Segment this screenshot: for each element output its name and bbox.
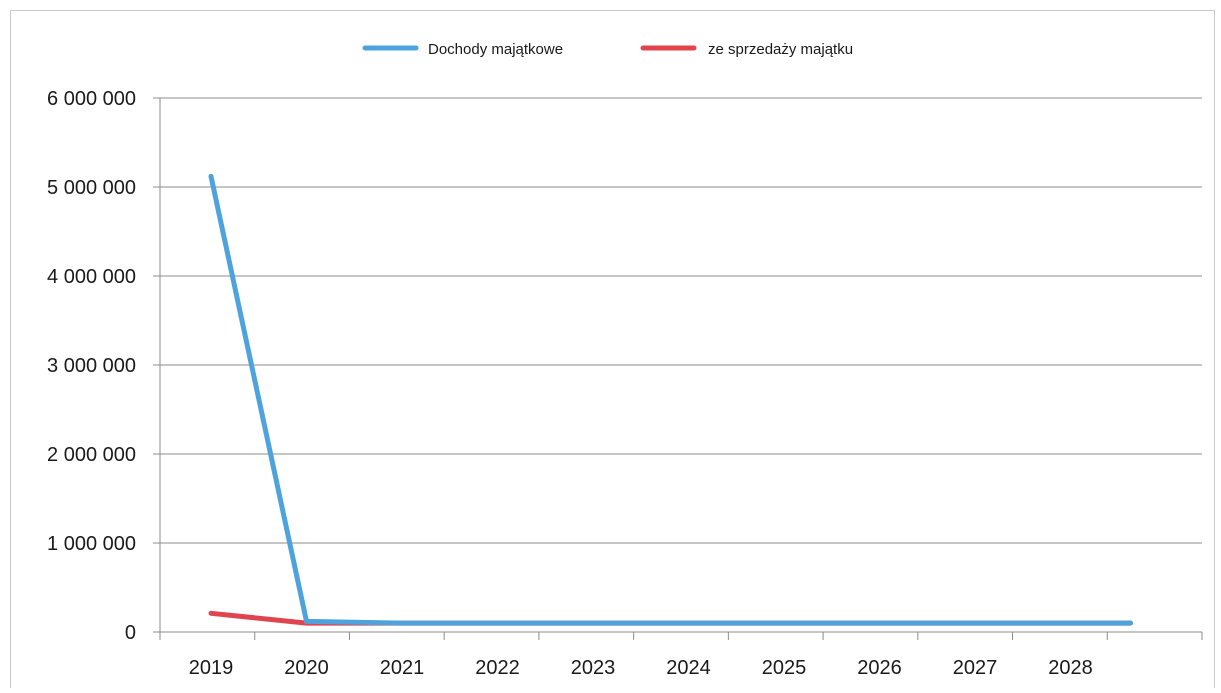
x-tick-label: 2021 <box>380 657 425 679</box>
legend-label-sprzedaz: ze sprzedaży majątku <box>708 41 853 58</box>
x-tick-label: 2020 <box>284 657 329 679</box>
y-tick-label: 4 000 000 <box>47 266 136 288</box>
series-line-0 <box>208 173 1133 626</box>
x-tick-label: 2024 <box>666 657 711 679</box>
x-tick-label: 2025 <box>762 657 807 679</box>
x-axis-ticks: 2019 2020 2021 2022 2023 2024 2025 2026 2027 2028 <box>159 632 1203 679</box>
chart-frame <box>10 10 1215 688</box>
y-tick-label: 0 <box>125 622 136 644</box>
y-tick-label: 2 000 000 <box>47 444 136 466</box>
series-lines <box>208 173 1133 626</box>
x-tick-label: 2028 <box>1048 657 1093 679</box>
y-tick-label: 1 000 000 <box>47 533 136 555</box>
x-tick-label: 2026 <box>857 657 902 679</box>
x-tick-label: 2022 <box>475 657 520 679</box>
legend-label-dochody: Dochody majątkowe <box>428 41 563 58</box>
y-axis-ticks: 0 1 000 000 2 000 000 3 000 000 4 000 000 5 0… <box>47 88 160 644</box>
x-tick-label: 2023 <box>571 657 616 679</box>
x-tick-label: 2019 <box>189 657 234 679</box>
x-tick-label: 2027 <box>953 657 998 679</box>
y-tick-label: 5 000 000 <box>47 177 136 199</box>
gridlines <box>160 97 1202 544</box>
y-tick-label: 6 000 000 <box>47 88 136 110</box>
legend: Dochody majątkowe ze sprzedaży majątku <box>362 41 853 58</box>
y-tick-label: 3 000 000 <box>47 355 136 377</box>
